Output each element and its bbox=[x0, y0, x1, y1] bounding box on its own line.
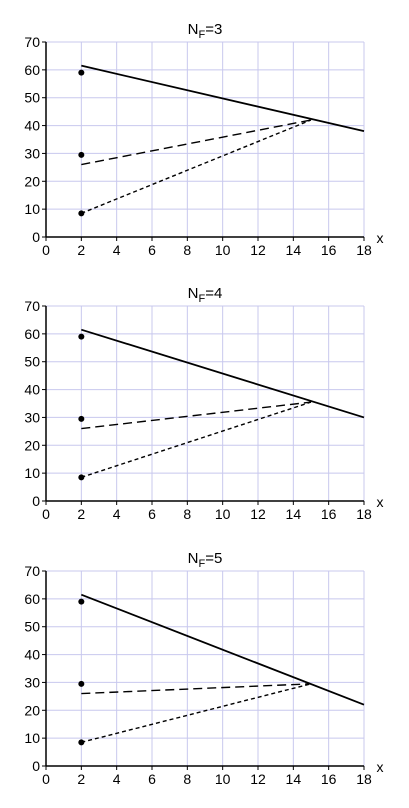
x-axis-label: x bbox=[377, 230, 384, 246]
y-tick-label: 20 bbox=[24, 437, 40, 453]
x-tick-label: 6 bbox=[148, 771, 156, 787]
y-tick-label: 40 bbox=[24, 118, 40, 134]
y-tick-label: 10 bbox=[24, 730, 40, 746]
x-tick-label: 2 bbox=[77, 506, 85, 522]
x-tick-label: 12 bbox=[250, 242, 266, 258]
x-tick-label: 4 bbox=[113, 771, 121, 787]
y-tick-label: 0 bbox=[32, 229, 40, 245]
y-tick-label: 50 bbox=[24, 354, 40, 370]
chart-panel-2: 0 2 4 6 8 10 12 14 16 18 0 10 20 30 40 50 60 70 x NF=4 bbox=[24, 285, 383, 522]
y-tick-label: 0 bbox=[32, 493, 40, 509]
series-line-long-dash bbox=[81, 119, 312, 166]
x-tick-label: 18 bbox=[356, 242, 372, 258]
series-line-long-dash bbox=[81, 683, 312, 695]
y-tick-label: 40 bbox=[24, 647, 40, 663]
x-tick-label: 12 bbox=[250, 506, 266, 522]
y-tick-label: 70 bbox=[24, 563, 40, 579]
x-tick-label: 18 bbox=[356, 771, 372, 787]
y-tick-label: 20 bbox=[24, 702, 40, 718]
data-point bbox=[78, 151, 85, 158]
x-tick-label: 12 bbox=[250, 771, 266, 787]
x-tick-label: 14 bbox=[286, 242, 302, 258]
x-tick-label: 6 bbox=[148, 506, 156, 522]
x-tick-label: 16 bbox=[321, 506, 337, 522]
series-line-short-dash bbox=[81, 119, 312, 214]
chart-title-suffix: =4 bbox=[205, 285, 222, 302]
y-tick-label: 20 bbox=[24, 173, 40, 189]
chart-panel-3: 0 2 4 6 8 10 12 14 16 18 0 10 20 30 40 50 60 70 x NF=5 bbox=[24, 550, 383, 787]
x-tick-label: 4 bbox=[113, 242, 121, 258]
x-tick-label: 16 bbox=[321, 771, 337, 787]
y-tick-label: 60 bbox=[24, 591, 40, 607]
x-tick-label: 8 bbox=[183, 242, 191, 258]
chart-title-suffix: =3 bbox=[205, 21, 222, 38]
x-tick-label: 6 bbox=[148, 242, 156, 258]
data-point bbox=[78, 739, 85, 746]
y-tick-label: 50 bbox=[24, 619, 40, 635]
y-tick-label: 10 bbox=[24, 201, 40, 217]
x-tick-label: 2 bbox=[77, 771, 85, 787]
chart-title-main: N bbox=[188, 21, 199, 38]
data-point bbox=[78, 210, 85, 217]
y-tick-label: 10 bbox=[24, 465, 40, 481]
chart-title: NF=5 bbox=[188, 550, 223, 570]
x-tick-label: 18 bbox=[356, 506, 372, 522]
series-line-long-dash bbox=[81, 401, 312, 430]
chart-title-suffix: =5 bbox=[205, 550, 222, 567]
y-tick-label: 50 bbox=[24, 90, 40, 106]
y-tick-label: 30 bbox=[24, 145, 40, 161]
y-tick-label: 60 bbox=[24, 62, 40, 78]
data-point bbox=[78, 69, 85, 76]
series-line-short-dash bbox=[81, 683, 312, 743]
chart-title-main: N bbox=[188, 285, 199, 302]
data-point bbox=[78, 680, 85, 687]
y-tick-label: 70 bbox=[24, 34, 40, 50]
y-tick-label: 30 bbox=[24, 409, 40, 425]
x-tick-label: 2 bbox=[77, 242, 85, 258]
series-line-short-dash bbox=[81, 401, 312, 478]
y-tick-label: 70 bbox=[24, 298, 40, 314]
x-tick-label: 4 bbox=[113, 506, 121, 522]
x-tick-label: 14 bbox=[286, 506, 302, 522]
y-tick-label: 40 bbox=[24, 382, 40, 398]
chart-title-main: N bbox=[188, 550, 199, 567]
chart-title-subscript: F bbox=[199, 293, 206, 305]
x-tick-label: 8 bbox=[183, 506, 191, 522]
x-tick-label: 16 bbox=[321, 242, 337, 258]
data-point bbox=[78, 598, 85, 605]
chart-title: NF=4 bbox=[188, 285, 223, 305]
series-line-solid bbox=[81, 328, 365, 419]
x-tick-label: 0 bbox=[42, 506, 50, 522]
x-axis-label: x bbox=[377, 494, 384, 510]
x-tick-label: 14 bbox=[286, 771, 302, 787]
x-tick-label: 10 bbox=[215, 506, 231, 522]
chart-panel-1: 0 2 4 6 8 10 12 14 16 18 0 10 20 30 40 50 60 70 x NF=3 bbox=[24, 21, 383, 258]
y-tick-label: 30 bbox=[24, 674, 40, 690]
x-axis-label: x bbox=[377, 759, 384, 775]
chart-title-subscript: F bbox=[199, 29, 206, 41]
x-tick-label: 10 bbox=[215, 242, 231, 258]
x-tick-label: 8 bbox=[183, 771, 191, 787]
series-line-solid bbox=[81, 593, 365, 706]
series-line-solid bbox=[81, 64, 365, 133]
y-tick-label: 60 bbox=[24, 326, 40, 342]
x-tick-label: 10 bbox=[215, 771, 231, 787]
data-point bbox=[78, 415, 85, 422]
chart-title-subscript: F bbox=[199, 558, 206, 570]
data-point bbox=[78, 474, 85, 481]
x-tick-label: 0 bbox=[42, 242, 50, 258]
chart-title: NF=3 bbox=[188, 21, 223, 41]
y-tick-label: 0 bbox=[32, 758, 40, 774]
x-tick-label: 0 bbox=[42, 771, 50, 787]
data-point bbox=[78, 333, 85, 340]
